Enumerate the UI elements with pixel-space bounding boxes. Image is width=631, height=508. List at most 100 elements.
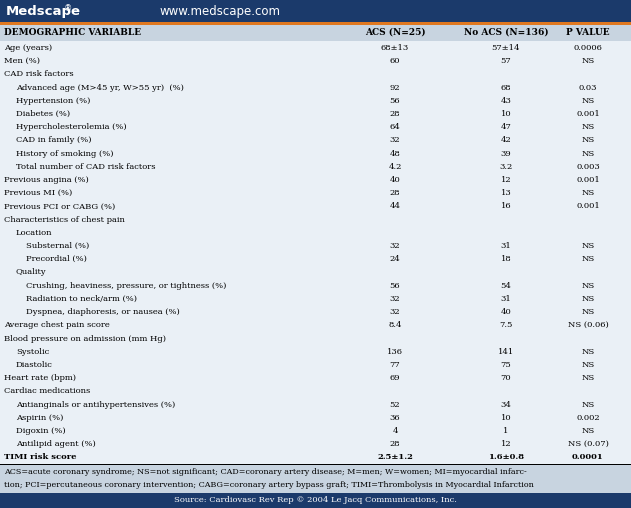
- Text: 34: 34: [500, 400, 512, 408]
- Text: NS: NS: [581, 189, 594, 197]
- Text: Advanced age (M>45 yr, W>55 yr)  (%): Advanced age (M>45 yr, W>55 yr) (%): [16, 83, 184, 91]
- Text: Men (%): Men (%): [4, 57, 40, 65]
- Text: 39: 39: [500, 149, 511, 157]
- Text: Hypercholesterolemia (%): Hypercholesterolemia (%): [16, 123, 127, 131]
- Text: Dyspnea, diaphoresis, or nausea (%): Dyspnea, diaphoresis, or nausea (%): [26, 308, 180, 316]
- Text: NS: NS: [581, 255, 594, 263]
- Text: Aspirin (%): Aspirin (%): [16, 414, 63, 422]
- Text: 31: 31: [500, 295, 511, 303]
- Bar: [0, 464, 631, 465]
- Text: 64: 64: [389, 123, 401, 131]
- Text: NS: NS: [581, 136, 594, 144]
- Text: NS: NS: [581, 295, 594, 303]
- Text: 16: 16: [500, 202, 511, 210]
- Text: ACS (N=25): ACS (N=25): [365, 28, 425, 37]
- Text: DEMOGRAPHIC VARIABLE: DEMOGRAPHIC VARIABLE: [4, 28, 141, 37]
- Text: Precordial (%): Precordial (%): [26, 255, 87, 263]
- Text: History of smoking (%): History of smoking (%): [16, 149, 114, 157]
- Text: Diastolic: Diastolic: [16, 361, 53, 369]
- Text: Source: Cardiovasc Rev Rep © 2004 Le Jacq Communications, Inc.: Source: Cardiovasc Rev Rep © 2004 Le Jac…: [174, 496, 457, 504]
- Text: P VALUE: P VALUE: [566, 28, 610, 37]
- Text: 3.2: 3.2: [499, 163, 512, 171]
- Text: 57: 57: [500, 57, 511, 65]
- Text: Antianginals or antihypertensives (%): Antianginals or antihypertensives (%): [16, 400, 175, 408]
- Bar: [0, 465, 631, 493]
- Text: 42: 42: [500, 136, 511, 144]
- Text: 32: 32: [390, 136, 400, 144]
- Bar: [0, 22, 631, 24]
- Text: 43: 43: [500, 97, 512, 105]
- Text: 13: 13: [500, 189, 511, 197]
- Text: Previous angina (%): Previous angina (%): [4, 176, 89, 184]
- Text: 52: 52: [390, 400, 400, 408]
- Text: NS (0.06): NS (0.06): [568, 321, 608, 329]
- Text: 68: 68: [500, 83, 511, 91]
- Text: 0.03: 0.03: [579, 83, 598, 91]
- Text: Digoxin (%): Digoxin (%): [16, 427, 66, 435]
- Text: 32: 32: [390, 308, 400, 316]
- Text: 40: 40: [500, 308, 511, 316]
- Text: Previous PCI or CABG (%): Previous PCI or CABG (%): [4, 202, 115, 210]
- Text: 24: 24: [389, 255, 401, 263]
- Text: NS: NS: [581, 427, 594, 435]
- Text: Characteristics of chest pain: Characteristics of chest pain: [4, 215, 125, 224]
- Text: NS: NS: [581, 97, 594, 105]
- Text: Substernal (%): Substernal (%): [26, 242, 89, 250]
- Text: NS: NS: [581, 149, 594, 157]
- Text: Age (years): Age (years): [4, 44, 52, 52]
- Text: No ACS (N=136): No ACS (N=136): [464, 28, 548, 37]
- Text: 68±13: 68±13: [381, 44, 409, 52]
- Text: 10: 10: [500, 414, 511, 422]
- Text: Quality: Quality: [16, 268, 47, 276]
- Text: Systolic: Systolic: [16, 347, 49, 356]
- Text: 60: 60: [390, 57, 400, 65]
- Text: 0.0001: 0.0001: [572, 454, 604, 461]
- Text: 8.4: 8.4: [388, 321, 402, 329]
- Text: 57±14: 57±14: [492, 44, 520, 52]
- Text: 56: 56: [390, 97, 400, 105]
- Text: ®: ®: [64, 5, 73, 14]
- Text: 12: 12: [500, 440, 511, 448]
- Text: 77: 77: [389, 361, 401, 369]
- Text: NS: NS: [581, 281, 594, 290]
- Text: 18: 18: [500, 255, 511, 263]
- Text: Average chest pain score: Average chest pain score: [4, 321, 110, 329]
- Text: Blood pressure on admission (mm Hg): Blood pressure on admission (mm Hg): [4, 334, 166, 342]
- Text: 54: 54: [500, 281, 512, 290]
- Text: Hypertension (%): Hypertension (%): [16, 97, 90, 105]
- Text: Previous MI (%): Previous MI (%): [4, 189, 73, 197]
- Text: tion; PCI=percutaneous coronary intervention; CABG=coronary artery bypass graft;: tion; PCI=percutaneous coronary interven…: [4, 481, 534, 489]
- Text: 31: 31: [500, 242, 511, 250]
- Text: NS: NS: [581, 242, 594, 250]
- Text: 32: 32: [390, 242, 400, 250]
- Text: NS: NS: [581, 361, 594, 369]
- Text: NS: NS: [581, 400, 594, 408]
- Text: 48: 48: [389, 149, 401, 157]
- Text: Heart rate (bpm): Heart rate (bpm): [4, 374, 76, 382]
- Text: 1: 1: [504, 427, 509, 435]
- Text: Antilipid agent (%): Antilipid agent (%): [16, 440, 96, 448]
- Text: 0.001: 0.001: [576, 202, 600, 210]
- Bar: [0, 24, 631, 41]
- Text: Radiation to neck/arm (%): Radiation to neck/arm (%): [26, 295, 137, 303]
- Text: 1.6±0.8: 1.6±0.8: [488, 454, 524, 461]
- Text: NS: NS: [581, 57, 594, 65]
- Text: 141: 141: [498, 347, 514, 356]
- Text: CAD in family (%): CAD in family (%): [16, 136, 91, 144]
- Text: Diabetes (%): Diabetes (%): [16, 110, 70, 118]
- Text: 32: 32: [390, 295, 400, 303]
- Text: www.medscape.com: www.medscape.com: [160, 5, 281, 17]
- Text: 136: 136: [387, 347, 403, 356]
- Text: 56: 56: [390, 281, 400, 290]
- Text: 12: 12: [500, 176, 511, 184]
- Text: Location: Location: [16, 229, 52, 237]
- Text: 44: 44: [389, 202, 401, 210]
- Text: 28: 28: [390, 110, 400, 118]
- Text: 70: 70: [500, 374, 511, 382]
- Text: 4.2: 4.2: [388, 163, 402, 171]
- Text: 10: 10: [500, 110, 511, 118]
- Text: 0.001: 0.001: [576, 176, 600, 184]
- Text: 75: 75: [500, 361, 511, 369]
- Text: TIMI risk score: TIMI risk score: [4, 454, 76, 461]
- Text: Medscape: Medscape: [6, 5, 81, 17]
